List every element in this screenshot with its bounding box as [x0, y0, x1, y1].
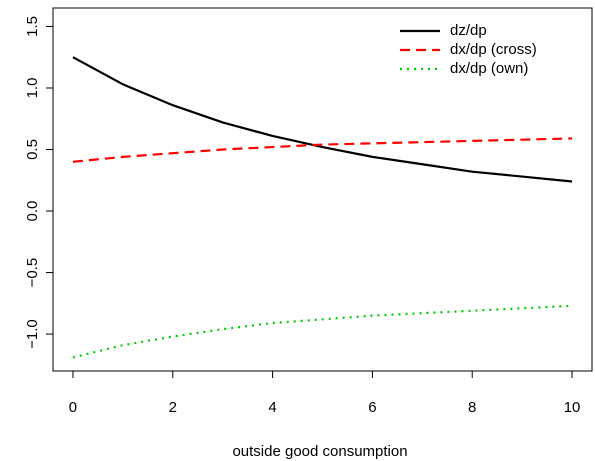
- y-tick-label: 0.5: [24, 139, 41, 160]
- x-tick-label: 0: [69, 399, 77, 416]
- x-tick-label: 8: [468, 399, 476, 416]
- x-tick-label: 10: [564, 399, 581, 416]
- x-tick-label: 6: [368, 399, 376, 416]
- series-line: [72, 56, 573, 183]
- x-tick-label: 4: [268, 399, 276, 416]
- y-tick-label: 1.5: [24, 16, 41, 37]
- legend-label: dz/dp: [450, 22, 487, 39]
- y-tick-label: 0.0: [24, 201, 41, 222]
- series-line: [72, 137, 573, 163]
- y-tick-label: 1.0: [24, 78, 41, 99]
- x-axis-title: outside good consumption: [232, 443, 407, 460]
- y-tick-label: −1.0: [24, 319, 41, 349]
- legend-label: dx/dp (own): [450, 60, 528, 77]
- x-tick-label: 2: [169, 399, 177, 416]
- legend-label: dx/dp (cross): [450, 41, 537, 58]
- series-line: [72, 304, 573, 359]
- y-tick-label: −0.5: [24, 258, 41, 288]
